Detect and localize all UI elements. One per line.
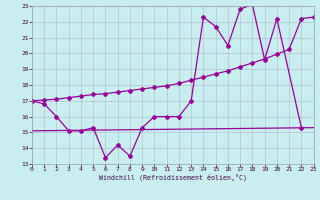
X-axis label: Windchill (Refroidissement éolien,°C): Windchill (Refroidissement éolien,°C): [99, 174, 247, 181]
